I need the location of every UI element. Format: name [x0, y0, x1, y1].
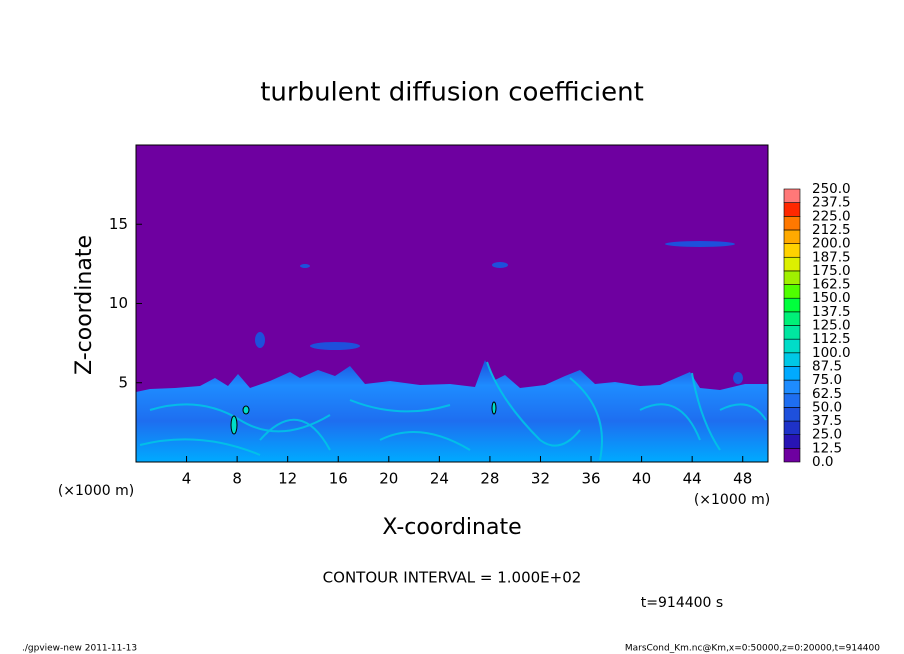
streaks — [139, 361, 767, 461]
x-tick-label: 16 — [329, 470, 348, 488]
colorbar-swatch — [783, 243, 801, 258]
colorbar-label: 200.0 — [812, 236, 851, 252]
colorbar-label: 12.5 — [812, 440, 842, 456]
x-tick-label: 20 — [379, 470, 398, 488]
colorbar-label: 162.5 — [812, 277, 851, 293]
colorbar-swatch — [783, 297, 801, 313]
x-tick-label: 24 — [430, 470, 449, 488]
colorbar-swatch — [783, 352, 801, 367]
y-axis-label: Z-coordinate — [72, 235, 97, 375]
y-tick-label: 15 — [109, 215, 128, 233]
colorbar-swatch — [783, 256, 801, 272]
colorbar-label: 125.0 — [812, 318, 851, 334]
colorbar-label: 187.5 — [812, 249, 851, 265]
x-tick-label: 4 — [182, 470, 192, 488]
colorbar-swatch — [783, 420, 801, 435]
colorbar-swatch — [783, 379, 801, 395]
x-tick-label: 28 — [480, 470, 499, 488]
colorbar-label: 137.5 — [812, 304, 851, 320]
colorbar-swatch — [783, 434, 801, 449]
x-unit-label: (×1000 m) — [694, 492, 770, 508]
x-tick-label: 44 — [683, 470, 702, 488]
contours — [230, 401, 497, 435]
colorbar-swatch — [783, 448, 801, 463]
field — [136, 241, 768, 462]
y-tick-label: 10 — [109, 294, 128, 312]
colorbar-swatch — [783, 284, 801, 299]
blobs — [255, 241, 743, 384]
x-axis-label: X-coordinate — [382, 515, 521, 540]
colorbar-label: 225.0 — [812, 208, 851, 224]
colorbar-swatch — [783, 393, 801, 408]
colorbar-swatch — [783, 338, 801, 354]
contour-interval: CONTOUR INTERVAL = 1.000E+02 — [323, 569, 582, 587]
colorbar-label: 237.5 — [812, 195, 851, 211]
colorbar-label: 150.0 — [812, 290, 851, 306]
x-tick-label: 40 — [632, 470, 651, 488]
colorbar-label: 87.5 — [812, 358, 842, 374]
time-label: t=914400 s — [641, 595, 723, 611]
y-tick-label: 5 — [118, 373, 128, 391]
colorbar-swatch — [783, 188, 801, 203]
colorbar-swatch — [783, 325, 801, 340]
colorbar-swatch — [783, 202, 801, 217]
colorbar-label: 75.0 — [812, 372, 842, 388]
colorbar-label: 175.0 — [812, 263, 851, 279]
footer-right: MarsCond_Km.nc@Km,x=0:50000,z=0:20000,t=… — [625, 644, 880, 654]
y-unit-label: (×1000 m) — [58, 483, 134, 499]
colorbar-label: 112.5 — [812, 331, 851, 347]
colorbar-label: 50.0 — [812, 399, 842, 415]
colorbar-label: 0.0 — [812, 454, 833, 470]
x-tick-label: 36 — [581, 470, 600, 488]
colorbar-swatch — [783, 407, 801, 422]
colorbar-label: 212.5 — [812, 222, 851, 238]
x-tick-label: 32 — [531, 470, 550, 488]
turbulent-layer — [136, 360, 768, 462]
colorbar-swatch — [783, 229, 801, 244]
colorbar-label: 25.0 — [812, 427, 842, 443]
colorbar-swatch — [783, 270, 801, 285]
x-tick-label: 8 — [232, 470, 242, 488]
x-tick-label: 48 — [733, 470, 752, 488]
colorbar-label: 37.5 — [812, 413, 842, 429]
colorbar-label: 250.0 — [812, 181, 851, 197]
colorbar-label: 100.0 — [812, 345, 851, 361]
colorbar-label: 62.5 — [812, 386, 842, 402]
footer-left: ./gpview-new 2011-11-13 — [22, 644, 137, 654]
chart-title: turbulent diffusion coefficient — [260, 78, 644, 108]
x-tick-label: 12 — [278, 470, 297, 488]
colorbar-swatch — [783, 366, 801, 381]
colorbar-swatch — [783, 311, 801, 326]
colorbar-swatch — [783, 216, 801, 231]
